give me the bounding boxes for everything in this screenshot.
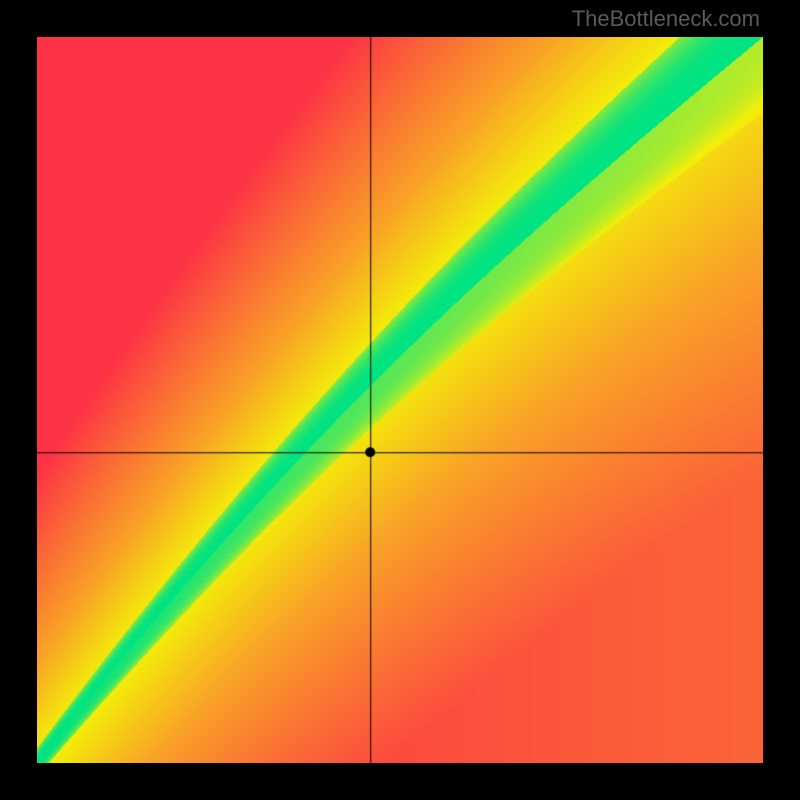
bottleneck-heatmap	[37, 37, 763, 763]
watermark-text: TheBottleneck.com	[572, 6, 760, 32]
chart-container: TheBottleneck.com	[0, 0, 800, 800]
